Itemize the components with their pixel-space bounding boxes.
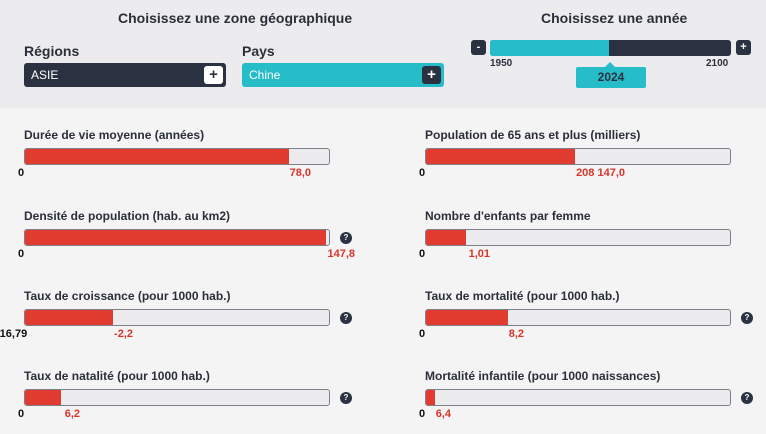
- metric-bar: [24, 389, 330, 406]
- year-slider[interactable]: [490, 40, 731, 56]
- metric-bar: [24, 148, 330, 165]
- help-icon[interactable]: ?: [340, 392, 352, 404]
- metric-value: 1,01: [468, 248, 490, 260]
- help-icon[interactable]: ?: [340, 232, 352, 244]
- metric-bar-fill: [426, 230, 466, 245]
- metric-min: 0: [18, 248, 25, 260]
- metric-label: Densité de population (hab. au km2): [24, 209, 231, 223]
- metric-value: 208 147,0: [576, 167, 625, 179]
- metric-label: Mortalité infantile (pour 1000 naissance…: [425, 369, 661, 383]
- filter-panel: Choisissez une zone géographique Choisis…: [0, 0, 766, 108]
- metric-bar: [24, 229, 330, 246]
- year-title: Choisissez une année: [541, 10, 688, 26]
- metric-label: Taux de croissance (pour 1000 hab.): [24, 289, 231, 303]
- metric-card: Mortalité infantile (pour 1000 naissance…: [425, 369, 755, 429]
- metric-bar-fill: [25, 390, 62, 405]
- metric-bar: [425, 229, 731, 246]
- year-decrement-button[interactable]: -: [471, 40, 486, 55]
- metric-label: Population de 65 ans et plus (milliers): [425, 128, 641, 142]
- metric-card: Taux de mortalité (pour 1000 hab.): [425, 289, 755, 349]
- metric-value: -2,2: [114, 328, 133, 340]
- metric-value: 78,0: [289, 167, 311, 179]
- metric-bar-fill: [426, 310, 509, 325]
- year-slider-fill: [490, 40, 609, 56]
- metric-value: 6,2: [64, 408, 80, 420]
- help-icon[interactable]: ?: [741, 392, 753, 404]
- metric-card: Taux de natalité (pour 1000 hab.): [24, 369, 354, 429]
- metric-bar: [425, 389, 731, 406]
- regions-label: Régions: [24, 43, 80, 59]
- metric-bar-fill: [25, 230, 326, 245]
- metric-card: Densité de population (hab. au km2): [24, 209, 354, 269]
- metric-card: Durée de vie moyenne (années): [24, 128, 354, 188]
- metric-bar-fill: [426, 390, 436, 405]
- regions-select[interactable]: ASIE +: [24, 63, 226, 87]
- metric-min: 0: [419, 328, 426, 340]
- metric-label: Durée de vie moyenne (années): [24, 128, 205, 142]
- pays-add-button[interactable]: +: [422, 66, 441, 84]
- metric-card: Taux de croissance (pour 1000 hab.): [24, 289, 354, 349]
- help-icon[interactable]: ?: [340, 312, 352, 324]
- metric-card: Population de 65 ans et plus (milliers): [425, 128, 755, 188]
- regions-add-button[interactable]: +: [204, 66, 223, 84]
- metric-bar-fill: [25, 310, 114, 325]
- metric-value: 6,4: [435, 408, 451, 420]
- pays-select[interactable]: Chine +: [242, 63, 444, 87]
- metric-bar-fill: [426, 149, 575, 164]
- metric-bar: [425, 148, 731, 165]
- help-icon[interactable]: ?: [741, 312, 753, 324]
- metric-value: 8,2: [508, 328, 524, 340]
- metric-card: Nombre d'enfants par femme: [425, 209, 755, 269]
- metric-bar-fill: [25, 149, 290, 164]
- metric-min: -16,79: [0, 328, 28, 340]
- metric-min: 0: [419, 248, 426, 260]
- metric-min: 0: [419, 408, 426, 420]
- pays-value: Chine: [249, 68, 281, 82]
- metric-label: Taux de natalité (pour 1000 hab.): [24, 369, 210, 383]
- pays-label: Pays: [242, 43, 275, 59]
- year-slider-max: 2100: [706, 58, 729, 69]
- metric-bar: [24, 309, 330, 326]
- year-slider-min: 1950: [490, 58, 513, 69]
- regions-value: ASIE: [31, 68, 59, 82]
- metric-min: 0: [18, 408, 25, 420]
- year-increment-button[interactable]: +: [736, 40, 751, 55]
- metric-value: 147,8: [327, 248, 355, 260]
- metric-label: Nombre d'enfants par femme: [425, 209, 591, 223]
- metric-min: 0: [18, 167, 25, 179]
- metric-min: 0: [419, 167, 426, 179]
- metric-label: Taux de mortalité (pour 1000 hab.): [425, 289, 620, 303]
- metric-bar: [425, 309, 731, 326]
- year-slider-value[interactable]: 2024: [576, 62, 646, 88]
- zone-title: Choisissez une zone géographique: [118, 10, 353, 26]
